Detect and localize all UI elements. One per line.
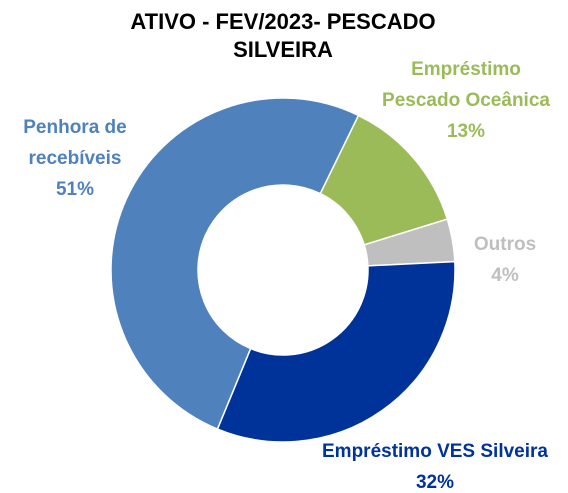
donut-slice	[216, 260, 456, 443]
donut-slice	[110, 97, 360, 431]
value-label: 13%	[446, 121, 486, 142]
category-label: Outros	[473, 234, 537, 255]
slice-label: Penhora de recebíveis 51%	[10, 112, 140, 205]
category-label: Empréstimo VES Silveira	[322, 441, 548, 462]
value-label: 51%	[55, 179, 95, 200]
category-label: Penhora de recebíveis	[23, 117, 127, 169]
slice-label: Empréstimo Pescado Oceânica 13%	[376, 54, 556, 147]
slice-label: Outros 4%	[455, 229, 555, 291]
category-label: Empréstimo Pescado Oceânica	[382, 59, 550, 111]
chart-title: ATIVO - FEV/2023- PESCADO SILVEIRA	[130, 9, 436, 62]
value-label: 4%	[491, 265, 519, 286]
value-label: 32%	[415, 472, 455, 493]
slice-label: Empréstimo VES Silveira 32%	[285, 436, 568, 493]
